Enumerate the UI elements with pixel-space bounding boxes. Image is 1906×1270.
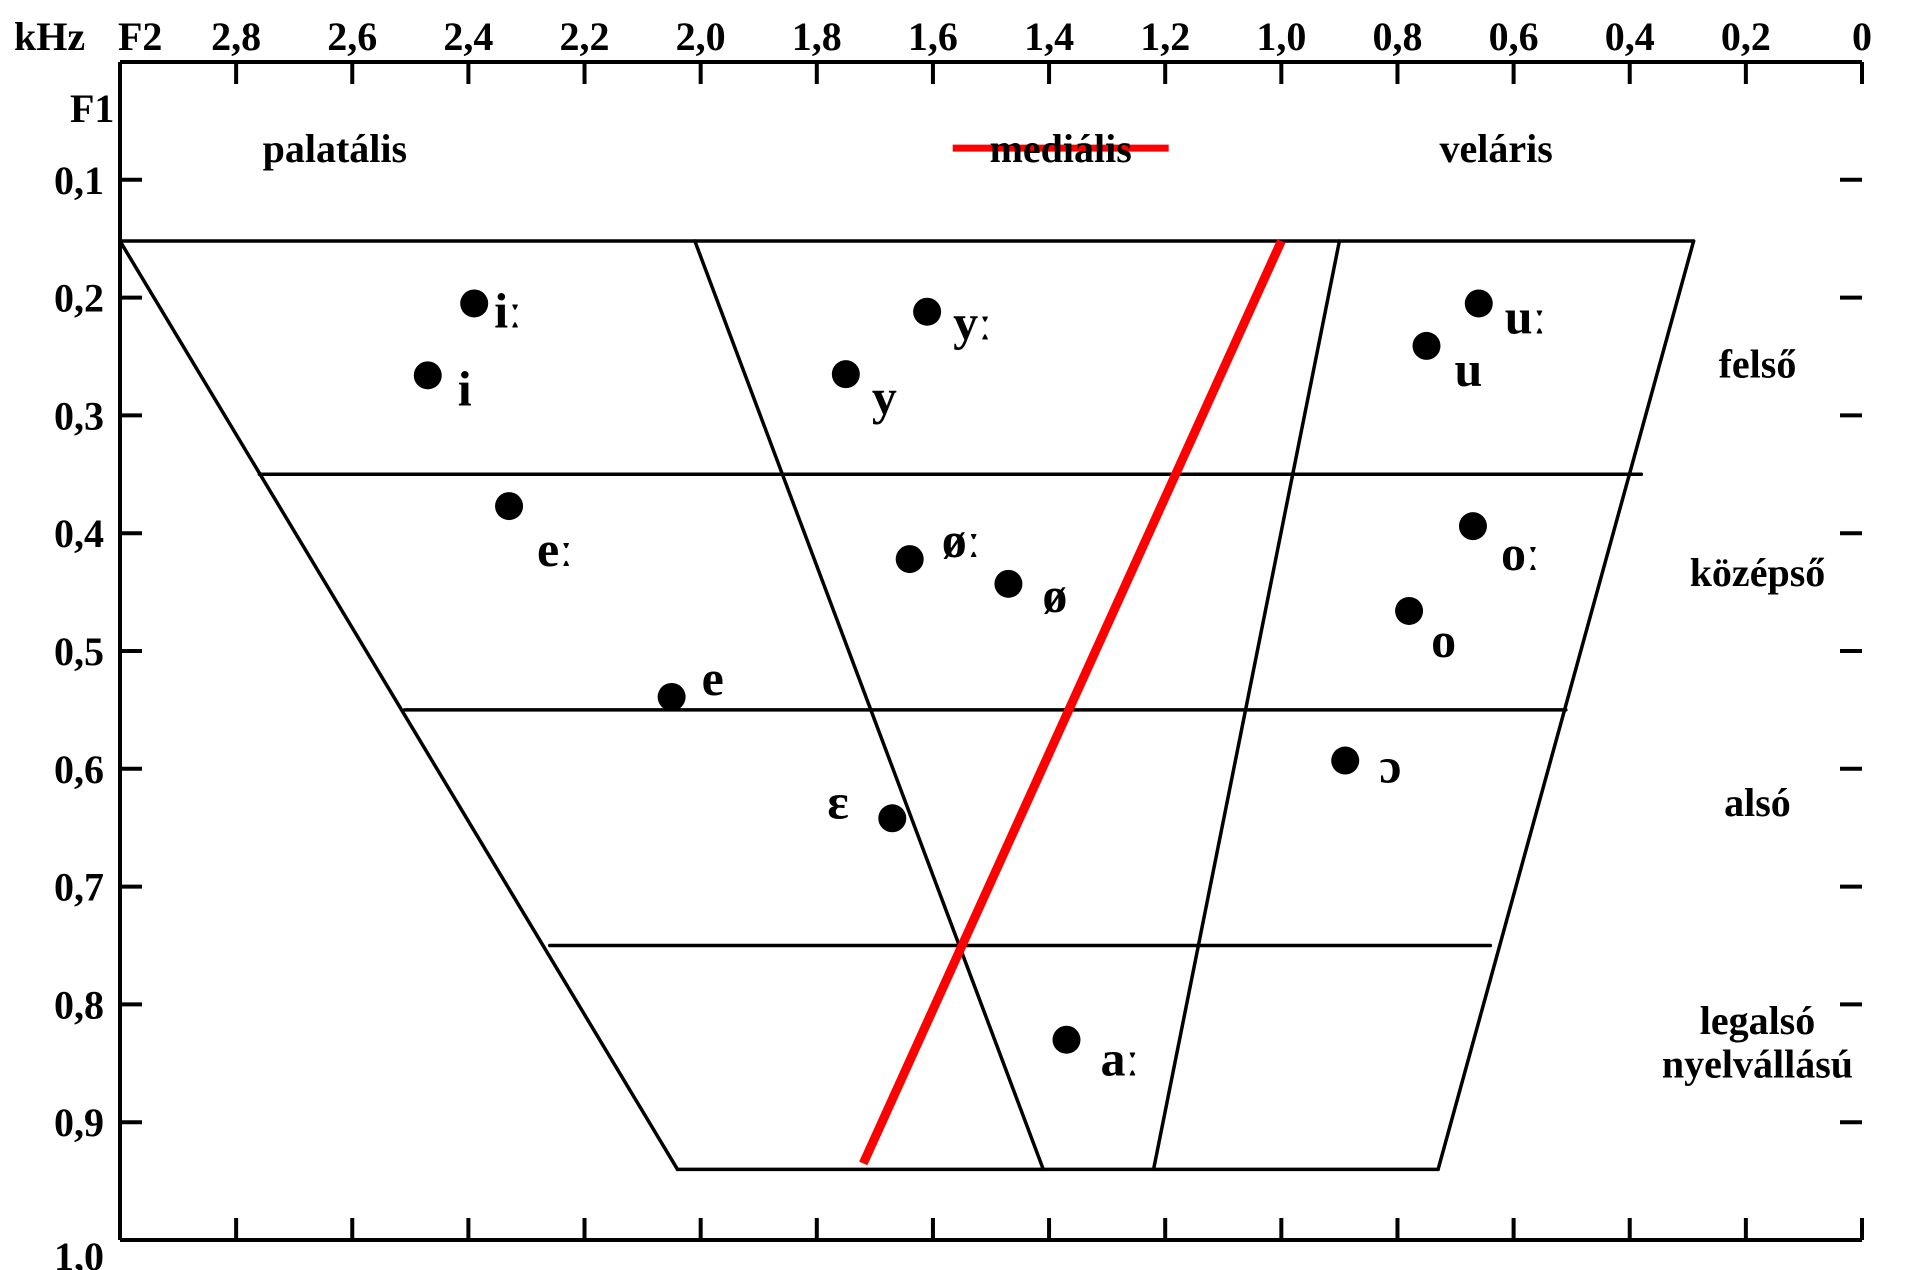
y-tick-label: 1,0 [54,1234,104,1270]
x-tick-label: 0,2 [1721,14,1771,59]
vowel-label: u [1455,341,1483,397]
x-tick-label: 1,2 [1140,14,1190,59]
vowel-label: yː [953,295,992,351]
x-tick-label: 1,4 [1024,14,1074,59]
y-tick-label: 0,7 [54,865,104,910]
x-tick-label: 2,6 [327,14,377,59]
vowel-label: i [458,360,472,416]
x-tick-label: 2,2 [560,14,610,59]
vowel-point [495,492,524,521]
divider-front-central [693,239,1046,1172]
x-tick-label: 1,0 [1256,14,1306,59]
y-tick-label: 0,8 [54,982,104,1027]
vowel-point [413,361,442,390]
y-tick-label: 0,9 [54,1100,104,1145]
vowel-trapezoid [118,239,1696,1172]
x-tick-label: 0,8 [1372,14,1422,59]
x-unit-label: kHz [14,14,85,59]
vowel-point [913,297,942,326]
chart-axes: 2,8 2,6 2,4 2,2 2,0 1,8 1,6 1,4 1,2 1,0 0,8 0,6 0,4 0… [14,14,1872,1270]
row-label: nyelvállású [1662,1041,1853,1086]
y-tick-label: 0,6 [54,747,104,792]
column-label: mediális [990,126,1132,171]
vowel-label: e [702,650,724,706]
column-label: palatális [263,126,407,171]
vowel-label: iː [494,282,522,338]
vowel-point [1464,289,1493,318]
y-tick-label: 0,3 [54,393,104,438]
vowel-point [994,569,1023,598]
red-line [859,239,1286,1166]
divider-central-back [1151,239,1342,1172]
vowel-label: ɛ [827,773,848,829]
vowel-label: ɔ [1379,738,1401,794]
vowel-point [895,545,924,574]
vowel-point [460,289,489,318]
vowel-point [1331,746,1360,775]
right-edge [1436,239,1696,1172]
y-tick-label: 0,2 [54,276,104,321]
row-label: legalsó [1700,998,1816,1043]
y-tick-label: 0,5 [54,629,104,674]
vowel-label: y [872,369,897,425]
vowel-point [1458,512,1487,541]
y-tick-label: 0,4 [54,511,104,556]
x-tick-label: 1,8 [792,14,842,59]
vowel-point [878,804,907,833]
x-tick-label: 0 [1852,14,1872,59]
x-tick-label: 0,6 [1489,14,1539,59]
vowel-point [1395,596,1424,625]
x-tick-label: 2,0 [676,14,726,59]
column-label: veláris [1440,126,1553,171]
region-labels: palatális mediális veláris felső középső alsó… [263,126,1853,1086]
left-edge [118,239,680,1172]
vowel-points: iː i eː e yː y øː ø ɛ aː uː u oː o ɔ [413,282,1547,1087]
vowel-label: ø [1042,567,1067,623]
vowel-point [657,682,686,711]
row-label: alsó [1724,780,1791,825]
vowel-label: øː [942,512,981,568]
red-line-layer [859,144,1286,1166]
x-tick-label: 2,4 [443,14,493,59]
vowel-point [831,360,860,389]
vowel-label: uː [1505,288,1547,344]
x-tick-label: 0,4 [1605,14,1655,59]
vowel-label: aː [1100,1031,1139,1087]
x-axis-label: F2 [118,14,162,59]
x-tick-label: 2,8 [211,14,261,59]
vowel-label: oː [1501,525,1540,581]
vowel-point [1412,331,1441,360]
y-axis-label: F1 [70,86,114,131]
y-tick-label: 0,1 [54,158,104,203]
row-label: középső [1690,550,1826,595]
row-label: felső [1719,342,1797,387]
vowel-label: eː [537,521,573,577]
vowel-point [1052,1025,1081,1054]
x-tick-label: 1,6 [908,14,958,59]
vowel-label: o [1431,612,1456,668]
